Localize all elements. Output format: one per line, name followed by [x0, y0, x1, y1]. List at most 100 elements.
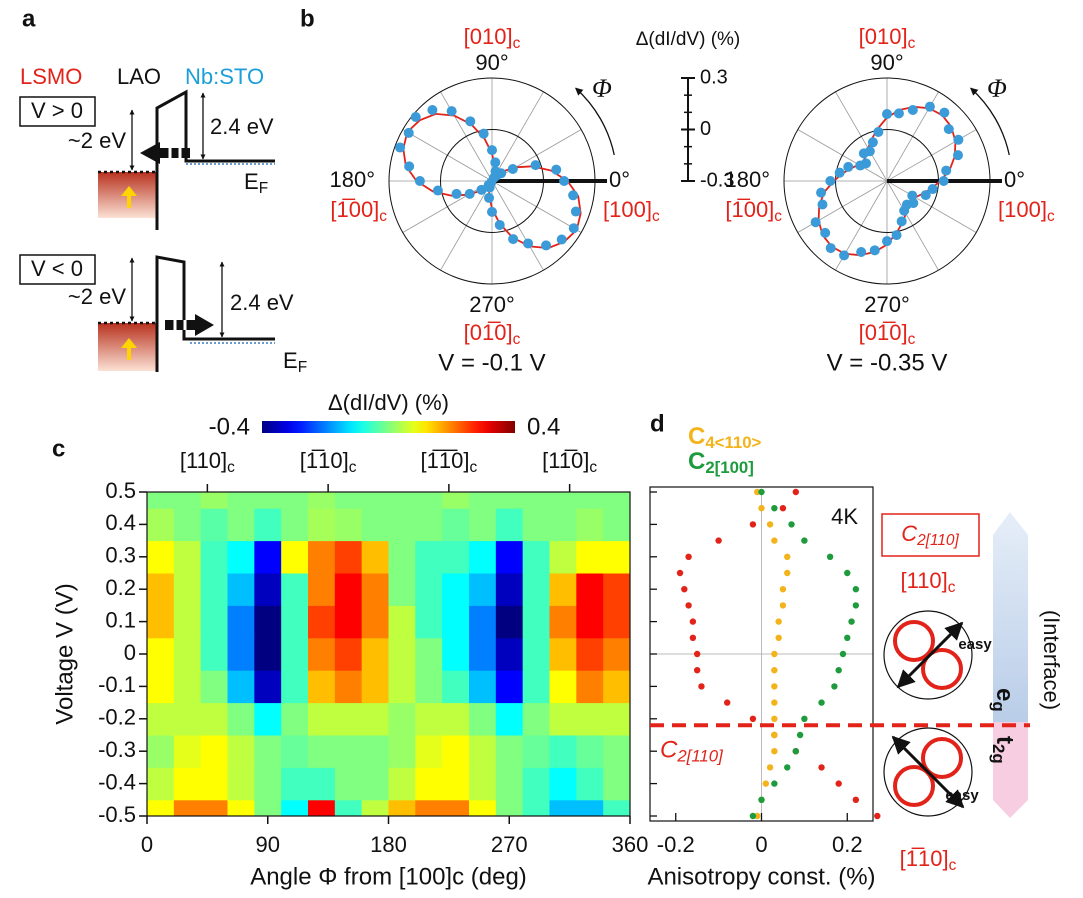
direction-label: [1̅10]c — [900, 846, 957, 874]
heatmap-cell — [281, 735, 309, 768]
data-point — [784, 569, 791, 577]
band-label: t2g — [989, 736, 1018, 764]
heatmap-cell — [522, 540, 550, 574]
data-point — [820, 227, 831, 238]
heatmap-cell — [308, 540, 336, 574]
data-point — [908, 198, 919, 209]
heatmap-cell — [603, 508, 630, 542]
colorbar-tick-label: -0.4 — [209, 413, 250, 440]
heatmap-cell — [308, 637, 336, 671]
heatmap-cell — [495, 492, 524, 509]
heatmap-cell — [469, 702, 497, 736]
data-point — [882, 109, 892, 120]
heatmap-cell — [334, 735, 363, 768]
heatmap-cell — [549, 767, 577, 801]
data-point — [758, 796, 765, 803]
heatmap-cell — [200, 670, 228, 704]
data-point — [924, 101, 935, 112]
data-point — [848, 618, 855, 625]
chart-title: V = -0.1 V — [438, 349, 545, 376]
condition-box — [19, 254, 96, 285]
heatmap-cell — [254, 605, 282, 639]
heatmap-cell — [147, 492, 175, 509]
y-tick-label: 0 — [124, 640, 136, 665]
heatmap-cell — [200, 799, 228, 816]
heatmap-cell — [254, 735, 282, 768]
heatmap-cell — [549, 605, 577, 639]
heatmap-cell — [308, 702, 336, 736]
heatmap-cell — [469, 767, 497, 801]
heatmap-cell — [200, 508, 228, 542]
data-point — [816, 187, 827, 198]
heatmap-cell — [173, 735, 202, 768]
data-point — [771, 699, 778, 706]
data-point — [410, 111, 421, 122]
heatmap-cell — [147, 605, 175, 639]
heatmap-cell — [227, 735, 255, 768]
data-point — [818, 699, 825, 706]
x-tick-label: 0 — [141, 832, 153, 857]
heatmap-cell — [281, 670, 309, 704]
heatmap-cell — [442, 702, 470, 736]
heatmap-cell — [469, 573, 497, 606]
data-point — [693, 667, 701, 674]
data-point — [779, 505, 787, 512]
data-point — [920, 190, 931, 201]
heatmap-cell — [200, 540, 228, 574]
data-point — [818, 764, 825, 771]
data-point — [939, 107, 950, 118]
data-point — [810, 217, 821, 228]
x-tick-label: 270 — [491, 832, 528, 857]
y-tick-label: 0.1 — [105, 607, 136, 632]
heatmap-cell — [334, 492, 363, 509]
heatmap-cell — [388, 573, 416, 606]
heatmap-cell — [495, 799, 524, 816]
y-axis-label: Voltage V (V) — [51, 583, 78, 724]
heatmap-cell — [388, 735, 416, 768]
heatmap-cell — [334, 799, 363, 816]
heatmap-cell — [469, 605, 497, 639]
data-point — [715, 537, 722, 544]
angle-tick-label: 180° — [329, 167, 375, 192]
heatmap-cell — [361, 573, 389, 606]
heatmap-cell — [549, 637, 577, 671]
data-point — [465, 116, 476, 127]
data-point — [831, 683, 838, 690]
heatmap-cell — [415, 508, 443, 542]
energy-label: ~2 eV — [68, 284, 126, 309]
heatmap-cell — [227, 767, 255, 801]
heatmap-cell — [334, 702, 363, 736]
data-point — [927, 184, 938, 195]
condition-label: V < 0 — [31, 256, 83, 281]
data-point — [766, 521, 774, 528]
data-point — [771, 537, 778, 544]
scale-tick-label: 0.3 — [700, 66, 728, 88]
heatmap-cell — [603, 637, 630, 671]
heatmap-cell — [388, 605, 416, 639]
annotation: 4K — [831, 504, 858, 529]
tunnel-arrow — [140, 142, 190, 164]
y-tick-label: -0.3 — [98, 737, 136, 762]
heatmap-cell — [495, 540, 524, 574]
heatmap-cell — [576, 508, 604, 542]
data-point — [907, 105, 918, 116]
angle-tick-label: 0° — [609, 167, 630, 192]
data-point — [446, 106, 457, 117]
heatmap-cell — [173, 799, 202, 816]
legend-entry: C2[100] — [688, 448, 754, 477]
heatmap-cell — [334, 767, 363, 801]
x-tick-label: 360 — [612, 832, 649, 857]
data-point — [427, 104, 438, 115]
panel-label: d — [650, 410, 665, 437]
heatmap-cell — [334, 573, 363, 606]
angle-tick-label: 0° — [1004, 167, 1025, 192]
heatmap-cell — [415, 492, 443, 509]
data-point — [874, 812, 881, 820]
data-point — [689, 618, 697, 625]
heatmap-cell — [254, 637, 282, 671]
legend-entry: C2[110] — [660, 737, 723, 766]
heatmap-cell — [173, 508, 202, 542]
data-point — [825, 243, 836, 254]
heatmap-cell — [173, 767, 202, 801]
